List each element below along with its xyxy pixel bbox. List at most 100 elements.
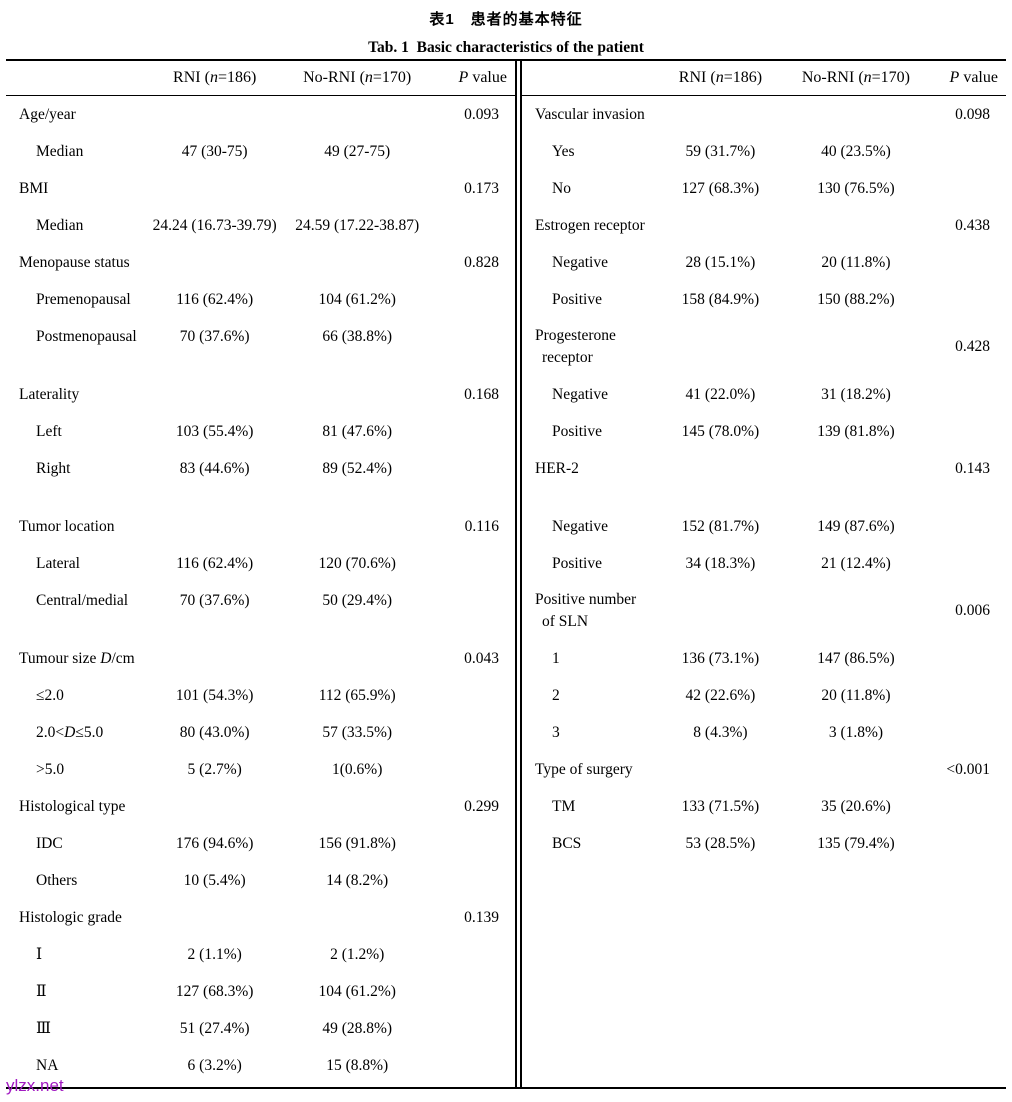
rni-value: 136 (73.1%) xyxy=(681,649,760,667)
row-label: Progesterone receptor xyxy=(535,327,616,366)
no-rni-value: 49 (27-75) xyxy=(324,142,391,160)
table-row: Premenopausal 116 (62.4%) 104 (61.2%) xyxy=(6,281,515,318)
rni-value: 127 (68.3%) xyxy=(681,179,760,197)
no-rni-value: 14 (8.2%) xyxy=(326,871,389,889)
spacer-row xyxy=(6,355,515,376)
row-label: Right xyxy=(36,459,71,477)
table-right-body: Vascular invasion 0.098 Yes 59 (31.7%) 40 (2… xyxy=(522,96,1006,1087)
no-rni-value: 66 (38.8%) xyxy=(322,327,393,345)
row-label: Positive xyxy=(552,422,602,440)
rni-value: 103 (55.4%) xyxy=(175,422,254,440)
rni-value: 5 (2.7%) xyxy=(187,760,242,778)
no-rni-value: 50 (29.4%) xyxy=(322,591,393,609)
table-row: Negative 28 (15.1%) 20 (11.8%) xyxy=(522,244,1006,281)
no-rni-value: 3 (1.8%) xyxy=(828,723,884,741)
column-header-no-rni: No-RNI (n=170) xyxy=(303,69,412,86)
row-label: Estrogen receptor xyxy=(535,216,645,234)
row-label: BMI xyxy=(19,179,49,197)
row-label: Type of surgery xyxy=(535,760,633,778)
table-row: Left 103 (55.4%) 81 (47.6%) xyxy=(6,413,515,450)
table-row: Positive 158 (84.9%) 150 (88.2%) xyxy=(522,281,1006,318)
row-label: TM xyxy=(552,797,576,815)
no-rni-value: 139 (81.8%) xyxy=(817,422,895,440)
row-label: Central/medial xyxy=(36,591,129,609)
row-label: Menopause status xyxy=(19,253,130,271)
no-rni-value: 15 (8.8%) xyxy=(326,1056,389,1074)
p-value: 0.143 xyxy=(955,459,990,477)
table-right-half: RNI (n=186) No-RNI (n=170) P value Vascu… xyxy=(522,61,1006,1087)
no-rni-value: 1(0.6%) xyxy=(332,760,383,778)
row-label: Vascular invasion xyxy=(535,105,645,123)
no-rni-value: 57 (33.5%) xyxy=(322,723,393,741)
table-row: Postmenopausal 70 (37.6%) 66 (38.8%) xyxy=(6,318,515,355)
spacer-row xyxy=(6,619,515,640)
no-rni-value: 35 (20.6%) xyxy=(821,797,891,815)
p-value: 0.438 xyxy=(955,216,990,234)
table-left-half: RNI (n=186) No-RNI (n=170) P value Age/y… xyxy=(6,61,515,1087)
row-label: ≤2.0 xyxy=(36,686,64,704)
table-row: IDC 176 (94.6%) 156 (91.8%) xyxy=(6,825,515,862)
no-rni-value: 130 (76.5%) xyxy=(817,179,895,197)
row-label: 2 xyxy=(552,686,560,704)
row-label: Others xyxy=(36,871,78,889)
table-row: 3 8 (4.3%) 3 (1.8%) xyxy=(522,714,1006,751)
table-row: Tumour size D/cm 0.043 xyxy=(6,640,515,677)
table-header-row-right: RNI (n=186) No-RNI (n=170) P value xyxy=(522,61,1006,96)
column-header-no-rni: No-RNI (n=170) xyxy=(801,69,910,86)
table-row: 1 136 (73.1%) 147 (86.5%) xyxy=(522,640,1006,677)
row-label: Tumour size D/cm xyxy=(19,649,135,667)
no-rni-value: 147 (86.5%) xyxy=(817,649,895,667)
rni-value: 127 (68.3%) xyxy=(175,982,254,1000)
row-label: Positive xyxy=(552,554,602,572)
p-value: 0.299 xyxy=(464,797,499,815)
row-label: Laterality xyxy=(19,385,80,403)
column-header-p-value: P value xyxy=(949,69,998,86)
p-value: 0.139 xyxy=(464,908,499,926)
p-value: 0.043 xyxy=(464,649,499,667)
table-row: Ⅱ 127 (68.3%) 104 (61.2%) xyxy=(6,973,515,1010)
no-rni-value: 49 (28.8%) xyxy=(322,1019,393,1037)
row-label: NA xyxy=(36,1056,59,1074)
rni-value: 10 (5.4%) xyxy=(183,871,246,889)
rni-value: 47 (30-75) xyxy=(181,142,248,160)
row-label: Tumor location xyxy=(19,517,115,535)
table-row: Type of surgery <0.001 xyxy=(522,751,1006,788)
no-rni-value: 24.59 (17.22-38.87) xyxy=(295,216,420,234)
p-value: 0.173 xyxy=(464,179,499,197)
p-value: 0.093 xyxy=(464,105,499,123)
rni-value: 51 (27.4%) xyxy=(179,1019,250,1037)
table-title-zh: 表1 患者的基本特征 xyxy=(429,11,583,28)
spacer-row xyxy=(522,487,1006,508)
table-row: Positive 34 (18.3%) 21 (12.4%) xyxy=(522,545,1006,582)
table-row: Central/medial 70 (37.6%) 50 (29.4%) xyxy=(6,582,515,619)
table-row: NA 6 (3.2%) 15 (8.8%) xyxy=(6,1047,515,1084)
table-row: Histological type 0.299 xyxy=(6,788,515,825)
row-label: IDC xyxy=(36,834,63,852)
row-label: 1 xyxy=(552,649,560,667)
p-value: <0.001 xyxy=(946,760,990,778)
row-label: No xyxy=(552,179,571,197)
rni-value: 8 (4.3%) xyxy=(693,723,748,741)
rni-value: 152 (81.7%) xyxy=(681,517,760,535)
row-label: Negative xyxy=(552,385,608,403)
table-row: Ⅰ 2 (1.1%) 2 (1.2%) xyxy=(6,936,515,973)
rni-value: 133 (71.5%) xyxy=(681,797,760,815)
row-label: Age/year xyxy=(19,105,76,123)
table-title-en: Tab. 1 Basic characteristics of the pati… xyxy=(368,39,644,56)
table-row: Right 83 (44.6%) 89 (52.4%) xyxy=(6,450,515,487)
table-left-body: Age/year 0.093 Median 47 (30-75) 49 (27-75) B… xyxy=(6,96,515,1087)
table-row: Median 24.24 (16.73-39.79) 24.59 (17.22-38… xyxy=(6,207,515,244)
rni-value: 42 (22.6%) xyxy=(685,686,756,704)
no-rni-value: 112 (65.9%) xyxy=(318,686,396,704)
no-rni-value: 150 (88.2%) xyxy=(817,290,895,308)
table-row: Laterality 0.168 xyxy=(6,376,515,413)
row-label: Ⅰ xyxy=(36,945,43,963)
row-label: Left xyxy=(36,422,62,440)
table-row: >5.0 5 (2.7%) 1(0.6%) xyxy=(6,751,515,788)
column-header-rni: RNI (n=186) xyxy=(173,69,257,86)
rni-value: 116 (62.4%) xyxy=(176,554,254,572)
rni-value: 116 (62.4%) xyxy=(176,290,254,308)
row-label: >5.0 xyxy=(36,760,65,778)
table-row: Menopause status 0.828 xyxy=(6,244,515,281)
table-row: Negative 152 (81.7%) 149 (87.6%) xyxy=(522,508,1006,545)
